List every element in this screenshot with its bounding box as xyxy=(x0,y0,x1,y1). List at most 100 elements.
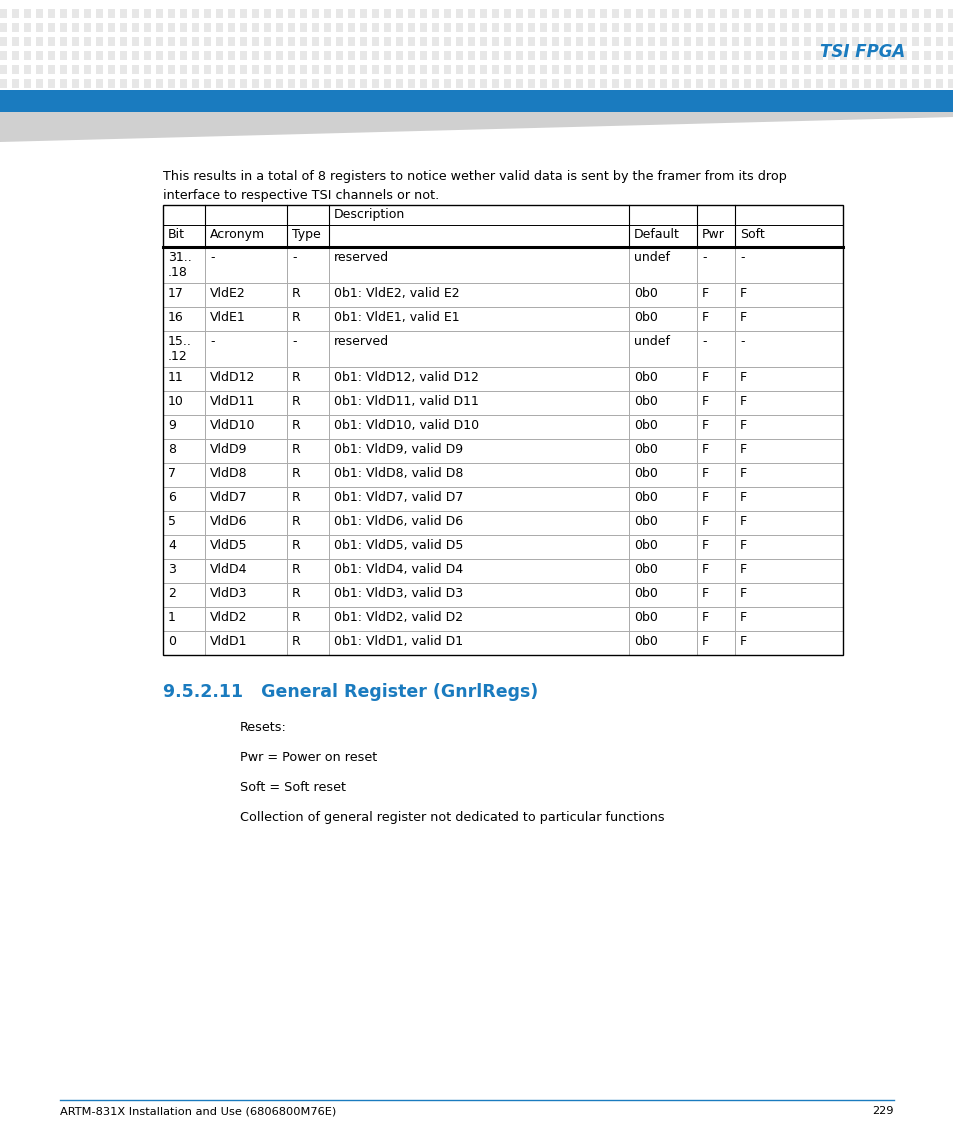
Text: F: F xyxy=(740,311,746,324)
Bar xyxy=(875,52,882,60)
Text: 10: 10 xyxy=(168,395,184,408)
Bar xyxy=(815,37,822,46)
Bar xyxy=(683,9,690,18)
Bar xyxy=(576,23,582,32)
Bar xyxy=(324,52,331,60)
Bar xyxy=(696,37,702,46)
Bar xyxy=(492,37,498,46)
Bar xyxy=(84,65,91,74)
Bar xyxy=(36,65,43,74)
Bar xyxy=(587,65,595,74)
Bar xyxy=(240,37,247,46)
Bar xyxy=(731,65,739,74)
Bar xyxy=(395,52,402,60)
Bar xyxy=(743,9,750,18)
Bar xyxy=(767,65,774,74)
Bar xyxy=(215,52,223,60)
Bar xyxy=(443,37,451,46)
Text: 0b0: 0b0 xyxy=(634,635,658,648)
Bar xyxy=(587,79,595,88)
Text: -: - xyxy=(740,335,743,348)
Bar xyxy=(479,65,486,74)
Bar xyxy=(671,9,679,18)
Bar xyxy=(215,65,223,74)
Bar xyxy=(372,65,378,74)
Bar xyxy=(48,52,55,60)
Bar xyxy=(132,79,139,88)
Bar xyxy=(132,65,139,74)
Bar xyxy=(899,79,906,88)
Bar xyxy=(359,23,367,32)
Bar xyxy=(419,37,427,46)
Bar xyxy=(24,79,30,88)
Bar xyxy=(468,65,475,74)
Text: F: F xyxy=(740,635,746,648)
Text: F: F xyxy=(701,287,708,300)
Bar xyxy=(599,65,606,74)
Bar xyxy=(767,52,774,60)
Bar xyxy=(612,37,618,46)
Bar xyxy=(840,79,846,88)
Bar xyxy=(599,79,606,88)
Bar xyxy=(743,52,750,60)
Text: F: F xyxy=(740,395,746,408)
Bar xyxy=(84,9,91,18)
Bar xyxy=(851,65,858,74)
Bar xyxy=(947,79,953,88)
Bar xyxy=(144,52,151,60)
Bar xyxy=(840,23,846,32)
Bar xyxy=(443,52,451,60)
Bar xyxy=(780,79,786,88)
Text: 0b1: VldD3, valid D3: 0b1: VldD3, valid D3 xyxy=(334,587,462,600)
Bar xyxy=(552,37,558,46)
Bar xyxy=(192,65,199,74)
Bar xyxy=(359,79,367,88)
Text: 0b1: VldD12, valid D12: 0b1: VldD12, valid D12 xyxy=(334,371,478,384)
Bar xyxy=(911,52,918,60)
Bar xyxy=(288,37,294,46)
Bar xyxy=(840,65,846,74)
Bar xyxy=(163,205,842,655)
Bar xyxy=(372,23,378,32)
Bar xyxy=(419,79,427,88)
Bar xyxy=(623,52,630,60)
Bar xyxy=(372,79,378,88)
Text: VldD2: VldD2 xyxy=(210,611,247,624)
Bar xyxy=(312,37,318,46)
Bar xyxy=(696,9,702,18)
Bar xyxy=(696,65,702,74)
Text: VldD4: VldD4 xyxy=(210,563,247,576)
Bar xyxy=(0,65,7,74)
Text: 0b1: VldD9, valid D9: 0b1: VldD9, valid D9 xyxy=(334,443,462,456)
Bar xyxy=(587,37,595,46)
Bar xyxy=(120,65,127,74)
Bar xyxy=(935,52,942,60)
Bar xyxy=(0,90,953,112)
Bar xyxy=(803,9,810,18)
Text: 0b0: 0b0 xyxy=(634,563,658,576)
Bar xyxy=(24,23,30,32)
Bar xyxy=(372,9,378,18)
Bar xyxy=(12,52,19,60)
Text: 1: 1 xyxy=(168,611,175,624)
Text: F: F xyxy=(701,311,708,324)
Bar xyxy=(252,52,258,60)
Bar xyxy=(132,52,139,60)
Bar xyxy=(563,23,571,32)
Bar xyxy=(204,23,211,32)
Bar xyxy=(71,23,79,32)
Bar xyxy=(288,79,294,88)
Bar xyxy=(48,23,55,32)
Bar xyxy=(887,52,894,60)
Text: Pwr: Pwr xyxy=(701,228,724,240)
Bar xyxy=(408,23,415,32)
Text: F: F xyxy=(740,371,746,384)
Bar xyxy=(48,79,55,88)
Bar xyxy=(71,79,79,88)
Bar xyxy=(144,65,151,74)
Bar xyxy=(468,79,475,88)
Text: VldD12: VldD12 xyxy=(210,371,255,384)
Bar xyxy=(168,52,174,60)
Text: R: R xyxy=(292,419,300,432)
Bar xyxy=(791,9,799,18)
